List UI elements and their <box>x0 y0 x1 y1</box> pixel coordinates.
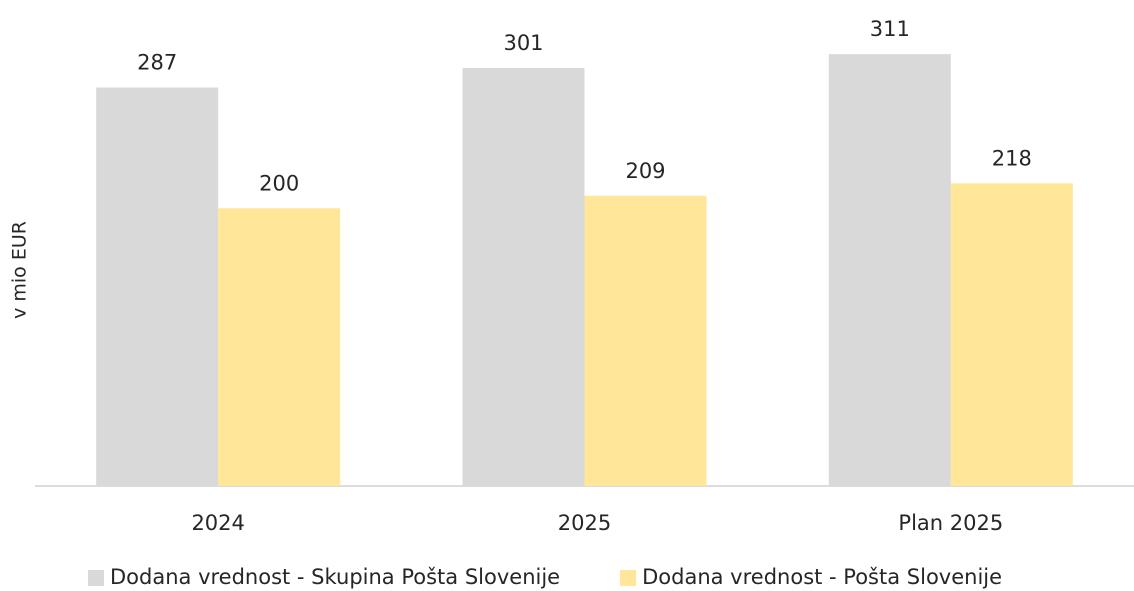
legend-swatch <box>88 570 104 586</box>
data-label: 311 <box>870 17 910 41</box>
bar <box>462 68 585 486</box>
data-label: 301 <box>503 31 543 55</box>
y-axis-label: v mio EUR <box>9 221 31 319</box>
data-label: 287 <box>137 50 177 74</box>
legend-label: Dodana vrednost - Pošta Slovenije <box>642 565 1002 589</box>
legend-swatch <box>620 570 637 586</box>
bar <box>584 195 707 486</box>
bar <box>218 208 341 487</box>
bar <box>96 87 219 486</box>
legend-label: Dodana vrednost - Skupina Pošta Slovenij… <box>110 565 560 589</box>
x-tick-label: Plan 2025 <box>898 511 1003 535</box>
bar <box>828 54 951 486</box>
x-tick-label: 2025 <box>558 511 611 535</box>
bar <box>950 183 1073 486</box>
data-label: 200 <box>259 171 299 195</box>
data-label: 218 <box>992 146 1032 170</box>
data-label: 209 <box>625 159 665 183</box>
x-tick-label: 2024 <box>191 511 244 535</box>
